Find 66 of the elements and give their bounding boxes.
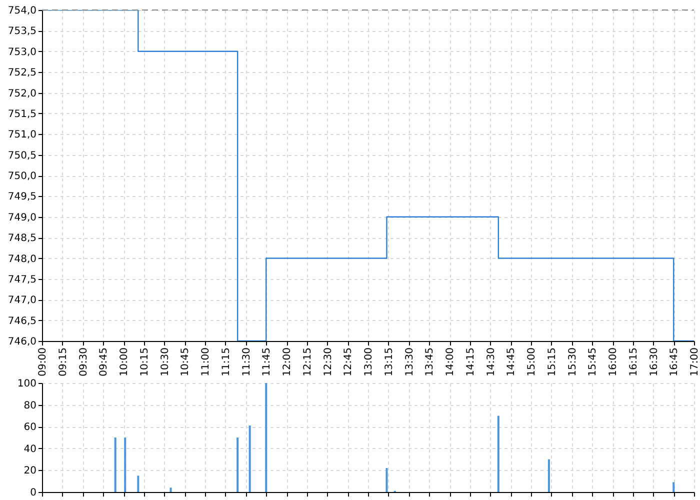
bar [137,476,140,492]
x-tick-label: 16:00 [608,348,619,376]
y-tick-label: 20 [24,466,36,477]
x-tick-label: 12:45 [343,348,354,376]
bar [672,482,675,492]
x-tick-label: 12:00 [282,348,293,376]
x-tick-label: 17:00 [690,348,700,376]
x-tick-label: 15:45 [588,348,599,376]
x-tick-label: 13:30 [404,348,416,376]
x-tick-label: 16:15 [628,348,640,376]
y-tick-label: 60 [24,422,36,434]
bar [386,468,388,492]
x-tick-label: 12:30 [322,348,334,376]
y-tick-label: 754,0 [8,6,36,16]
y-tick-label: 748,5 [8,233,36,244]
x-tick-label: 15:15 [546,348,558,376]
y-tick-label: 0 [30,488,36,498]
x-tick-label: 14:45 [506,348,518,376]
x-tick-label: 14:30 [486,348,497,376]
x-tick-label: 14:15 [465,348,476,376]
x-tick-label: 10:30 [160,348,171,376]
x-tick-label: 15:00 [526,348,538,376]
y-tick-label: 753,5 [8,26,36,38]
x-tick-label: 11:30 [241,348,252,376]
bar [497,416,500,492]
x-tick-label: 15:30 [567,348,578,376]
y-tick-label: 749,0 [8,212,36,224]
x-tick-label: 09:30 [78,348,90,376]
x-tick-label: 10:15 [139,348,150,376]
y-tick-label: 750,0 [8,171,36,182]
bar [170,488,172,492]
bar [114,438,116,492]
y-tick-label: 747,5 [8,274,36,286]
y-tick-label: 752,0 [8,88,36,100]
x-tick-label: 16:45 [669,348,680,376]
bar [124,438,126,492]
y-tick-label: 753,0 [8,46,36,58]
x-tick-label: 13:00 [364,348,374,376]
y-tick-label: 752,5 [8,68,36,79]
bar [248,426,251,492]
bar [236,438,239,492]
x-tick-label: 12:15 [302,348,314,376]
x-tick-label: 09:15 [58,348,69,376]
x-tick-label: 13:45 [424,348,436,376]
y-tick-label: 747,0 [8,295,36,306]
y-tick-label: 100 [17,378,36,390]
y-tick-label: 751,5 [8,108,36,120]
x-tick-label: 13:15 [384,348,395,376]
x-tick-label: 09:00 [38,348,48,376]
y-tick-label: 749,5 [8,192,36,203]
x-tick-label: 11:45 [262,348,273,376]
x-tick-label: 11:15 [220,348,232,376]
y-tick-label: 40 [24,444,36,455]
x-tick-label: 09:45 [98,348,110,376]
y-tick-label: 746,0 [8,336,36,348]
x-tick-label: 11:00 [200,348,212,376]
x-tick-label: 10:45 [180,348,192,376]
y-tick-label: 751,0 [8,130,36,141]
bar [548,459,550,492]
x-tick-label: 16:30 [648,348,660,376]
x-tick-label: 14:00 [445,348,456,376]
y-tick-label: 750,5 [8,150,36,162]
x-tick-label: 10:00 [119,348,130,376]
y-tick-label: 746,5 [8,316,36,327]
y-tick-label: 80 [24,400,36,412]
y-tick-label: 748,0 [8,254,36,265]
